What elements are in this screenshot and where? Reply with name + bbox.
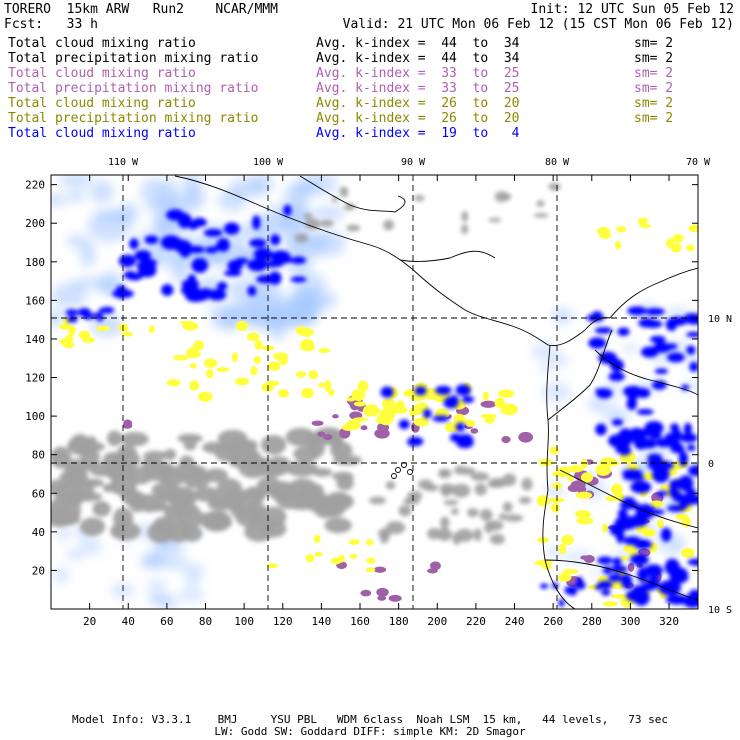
- physics-info: LW: Godd SW: Goddard DIFF: simple KM: 2D…: [214, 725, 526, 738]
- x-tick-label: 160: [350, 615, 370, 628]
- y-axis: 20 40 60 80 100 120 140 160 180 200 220: [25, 179, 698, 577]
- legend-index: Avg. k-index = 44 to 34: [316, 51, 520, 66]
- legend-smoothing: sm= 2: [634, 81, 674, 96]
- x-tick-label: 260: [543, 615, 563, 628]
- y-tick-label: 100: [25, 410, 45, 423]
- x-tick-label: 240: [505, 615, 525, 628]
- x-tick-label: 220: [466, 615, 486, 628]
- longitude-labels: 110 W 100 W 90 W 80 W 70 W: [108, 157, 711, 168]
- legend-field: Total precipitation mixing ratio: [8, 81, 259, 96]
- legend-index: Avg. k-index = 33 to 25: [316, 81, 520, 96]
- y-tick-label: 220: [25, 179, 45, 192]
- x-tick-label: 20: [83, 615, 96, 628]
- legend-index: Avg. k-index = 44 to 34: [316, 36, 520, 51]
- blue-cloud-layer: [65, 204, 698, 608]
- x-tick-label: 40: [122, 615, 135, 628]
- map-panel: 20 40 60 80 100 120 140 160 180 200 220 240 260 280 30…: [25, 157, 732, 628]
- x-tick-label: 300: [620, 615, 640, 628]
- x-axis: 20 40 60 80 100 120 140 160 180 200 220 240 260 280 30…: [83, 175, 679, 628]
- legend-field: Total cloud mixing ratio: [8, 66, 196, 81]
- latitude-label: 10 S: [708, 605, 732, 616]
- forecast-hour: Fcst: 33 h: [4, 17, 98, 32]
- longitude-label: 80 W: [545, 157, 570, 168]
- x-tick-label: 120: [273, 615, 293, 628]
- y-tick-label: 180: [25, 256, 45, 269]
- legend-field: Total precipitation mixing ratio: [8, 51, 259, 66]
- legend-smoothing: sm= 2: [634, 66, 674, 81]
- longitude-label: 110 W: [108, 157, 139, 168]
- plot-frame: [50, 174, 699, 610]
- y-tick-label: 40: [32, 526, 45, 539]
- longitude-label: 70 W: [686, 157, 711, 168]
- x-tick-label: 100: [234, 615, 254, 628]
- legend-smoothing: sm= 2: [634, 36, 674, 51]
- legend-field: Total cloud mixing ratio: [8, 126, 196, 141]
- x-tick-label: 200: [427, 615, 447, 628]
- coastline-layer: [174, 175, 698, 609]
- legend-field: Total cloud mixing ratio: [8, 36, 196, 51]
- legend-index: Avg. k-index = 26 to 20: [316, 96, 520, 111]
- x-tick-label: 60: [160, 615, 173, 628]
- longitude-label: 90 W: [401, 157, 426, 168]
- x-tick-label: 320: [659, 615, 679, 628]
- legend-index: Avg. k-index = 19 to 4: [316, 126, 520, 141]
- y-tick-label: 80: [32, 449, 45, 462]
- y-tick-label: 140: [25, 333, 45, 346]
- light-blue-cloud-layer: [51, 175, 698, 609]
- latitude-label: 10 N: [708, 314, 732, 325]
- x-tick-label: 140: [311, 615, 331, 628]
- y-tick-label: 200: [25, 217, 45, 230]
- x-tick-label: 80: [199, 615, 212, 628]
- legend-smoothing: sm= 2: [634, 111, 674, 126]
- y-tick-label: 160: [25, 294, 45, 307]
- legend-field: Total cloud mixing ratio: [8, 96, 196, 111]
- legend-field: Total precipitation mixing ratio: [8, 111, 259, 126]
- x-tick-label: 180: [389, 615, 409, 628]
- legend-index: Avg. k-index = 26 to 20: [316, 111, 520, 126]
- latitude-labels: 10 N 0 10 S: [708, 314, 732, 616]
- model-title: TORERO 15km ARW Run2 NCAR/MMM: [4, 2, 278, 17]
- model-info: Model Info: V3.3.1 BMJ YSU PBL WDM 6clas…: [71, 713, 669, 726]
- init-time: Init: 12 UTC Sun 05 Feb 12: [530, 2, 735, 17]
- lat-lon-grid: [51, 175, 698, 609]
- legend-index: Avg. k-index = 33 to 25: [316, 66, 520, 81]
- legend-smoothing: sm= 2: [634, 96, 674, 111]
- y-tick-label: 120: [25, 372, 45, 385]
- valid-time: Valid: 21 UTC Mon 06 Feb 12 (15 CST Mon …: [342, 17, 734, 32]
- y-tick-label: 60: [32, 487, 45, 500]
- longitude-label: 100 W: [253, 157, 284, 168]
- x-tick-label: 280: [582, 615, 602, 628]
- latitude-label: 0: [708, 459, 714, 470]
- legend-smoothing: sm= 2: [634, 51, 674, 66]
- y-tick-label: 20: [32, 564, 45, 577]
